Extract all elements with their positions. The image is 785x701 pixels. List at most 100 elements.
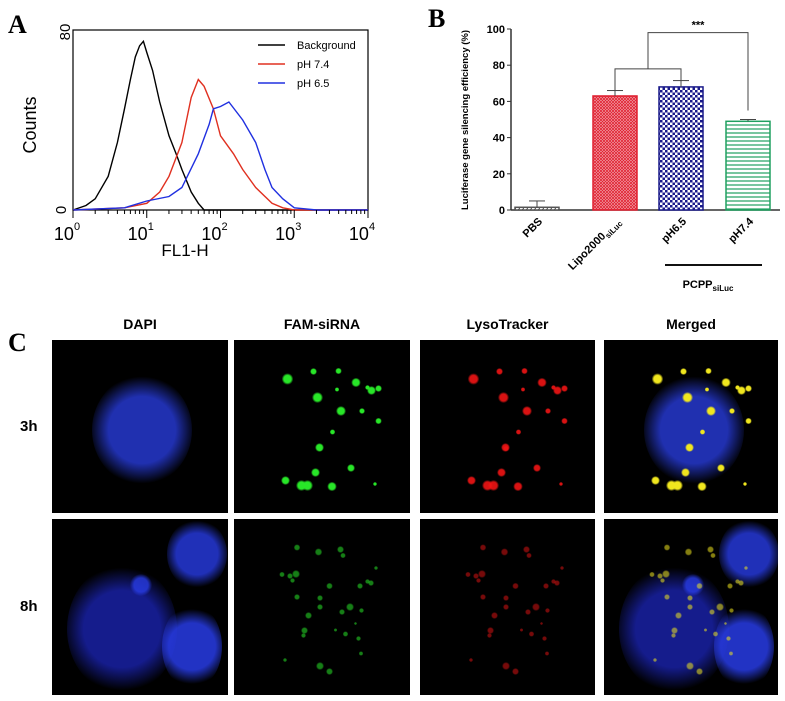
fluorescent-spot <box>294 594 300 601</box>
fluorescent-spot <box>684 548 692 556</box>
x-tick-label: PBS <box>521 216 545 240</box>
fluorescent-spot <box>524 608 532 616</box>
y-tick-label: 0 <box>499 205 505 217</box>
fluorescent-spot <box>715 602 724 611</box>
fluorescent-spot <box>671 633 677 639</box>
bracket-outer <box>647 32 749 111</box>
x-tick-label: 104 <box>349 221 375 244</box>
fluorescent-spot <box>467 373 480 385</box>
fluorescent-spot <box>729 407 735 414</box>
micrograph-fam-sirna-8h <box>234 519 410 695</box>
x-axis-label: FL1-H <box>161 241 208 260</box>
fluorescent-spot <box>496 367 504 375</box>
fluorescent-spot <box>279 571 285 578</box>
fluorescent-spot <box>327 481 337 492</box>
column-header: FAM-siRNA <box>283 316 361 332</box>
column-header: Merged <box>666 316 716 332</box>
y-tick-label: 100 <box>487 24 505 36</box>
fluorescent-spot <box>682 391 694 404</box>
fluorescent-spot <box>465 571 471 578</box>
y-tick-label: 60 <box>493 96 505 108</box>
fluorescent-spot <box>553 386 563 396</box>
fluorescent-spot <box>500 548 508 556</box>
fluorescent-spot <box>725 635 732 642</box>
silencing-bar-chart: 0 20 40 60 80 100 Luciferase gene silencing ef… <box>460 20 780 293</box>
fluorescent-spot <box>487 633 493 639</box>
legend-label-0: Background <box>297 40 356 52</box>
fluorescent-spot <box>316 662 324 670</box>
fluorescent-spot <box>544 650 550 656</box>
fluorescent-spot <box>523 546 530 553</box>
fluorescent-spot <box>491 612 499 620</box>
fluorescent-spot <box>487 627 494 634</box>
fluorescent-spot <box>375 417 382 425</box>
y-tick-label: 80 <box>493 60 505 72</box>
significance-label: *** <box>692 20 706 32</box>
x-tick-label: pH7.4 <box>726 215 756 245</box>
fluorescent-spot <box>301 479 314 492</box>
group-label: PCPPsiLuc <box>683 279 734 293</box>
legend-label-1: pH 7.4 <box>297 59 329 71</box>
fluorescent-spot <box>680 367 688 375</box>
fluorescent-spot <box>559 482 564 487</box>
fluorescent-spot <box>280 475 291 486</box>
fluorescent-spot <box>550 579 556 585</box>
fluorescent-spot <box>540 622 544 626</box>
column-header: DAPI <box>123 316 157 332</box>
y-tick-label: 20 <box>493 169 505 181</box>
fluorescent-spot <box>326 668 334 676</box>
fluorescent-spot <box>291 569 300 578</box>
fluorescent-spot <box>67 564 177 694</box>
plot-frame <box>72 29 369 211</box>
fluorescent-spot <box>545 608 551 614</box>
fluorescent-spot <box>726 582 734 589</box>
fluorescent-spot <box>521 368 528 375</box>
x-tick-label: 100 <box>54 221 80 244</box>
fluorescent-spot <box>305 612 313 620</box>
fluorescent-spot <box>705 405 716 416</box>
fluorescent-spot <box>326 583 333 590</box>
fluorescent-spot <box>521 405 532 416</box>
bar-pH6.5 <box>658 86 704 211</box>
fluorescent-spot <box>696 668 704 676</box>
fluorescent-spot <box>515 429 522 435</box>
fluorescent-spot <box>316 595 323 602</box>
x-tick-label: 102 <box>201 221 227 244</box>
fluorescent-spot <box>367 386 377 396</box>
fluorescent-spot <box>333 628 338 632</box>
fluorescent-spot <box>359 608 365 614</box>
micrograph-lysotracker-3h <box>420 340 595 513</box>
fluorescent-spot <box>355 635 362 642</box>
fluorescent-spot <box>652 658 657 662</box>
fluorescent-spot <box>561 417 568 425</box>
fluorescent-spot <box>373 482 378 487</box>
fluorescent-spot <box>167 519 227 589</box>
x-tick-exponent: 4 <box>369 221 375 233</box>
fluorescent-spot <box>710 552 716 559</box>
fluorescent-spot <box>282 658 287 662</box>
fluorescent-spot <box>314 548 322 556</box>
fluorescent-spot <box>708 608 716 616</box>
fluorescent-spot <box>340 552 346 559</box>
fluorescent-spot <box>466 475 477 486</box>
fluorescent-spot <box>553 579 561 586</box>
column-header: LysoTracker <box>466 316 549 332</box>
fluorescent-spot <box>545 407 551 414</box>
fluorescent-spot <box>537 377 547 388</box>
fluorescent-spot <box>364 579 370 585</box>
fluorescent-spot <box>680 468 690 477</box>
fluorescent-spot <box>685 443 695 453</box>
legend-label-2: pH 6.5 <box>297 78 329 90</box>
fluorescent-spot <box>498 391 510 404</box>
fluorescent-spot <box>487 479 500 492</box>
fluorescent-spot <box>531 602 540 611</box>
fluorescent-spot <box>687 604 693 611</box>
fluorescent-spot <box>724 622 728 626</box>
fluorescent-spot <box>743 565 748 570</box>
y-tick-label: 0 <box>53 206 70 214</box>
fluorescent-spot <box>657 573 664 580</box>
y-tick-label: 40 <box>493 133 505 145</box>
fluorescent-spot <box>477 569 486 578</box>
fluorescent-spot <box>351 377 361 388</box>
